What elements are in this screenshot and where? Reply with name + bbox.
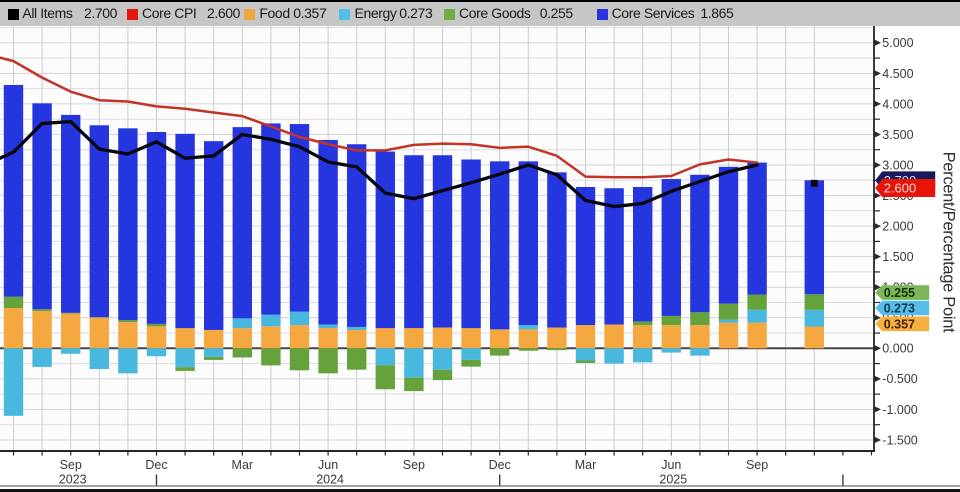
svg-text:2.600: 2.600 [884,181,917,196]
svg-text:2025: 2025 [659,473,687,487]
svg-text:Sep: Sep [60,458,82,472]
svg-text:3.000: 3.000 [882,158,913,172]
svg-text:Sep: Sep [403,458,425,472]
svg-text:5.000: 5.000 [882,36,913,50]
svg-text:Jun: Jun [318,458,338,472]
svg-text:Percent/Percentage Point: Percent/Percentage Point [940,152,958,334]
svg-text:0.273: 0.273 [884,302,915,316]
svg-text:-1.500: -1.500 [882,433,917,447]
svg-text:4.000: 4.000 [882,97,913,111]
svg-text:0.357: 0.357 [884,317,915,331]
svg-text:3.500: 3.500 [882,128,913,142]
svg-text:4.500: 4.500 [882,67,913,81]
svg-text:Mar: Mar [232,458,254,472]
svg-text:1.500: 1.500 [882,250,913,264]
svg-text:-0.500: -0.500 [882,372,917,386]
svg-text:2023: 2023 [59,473,87,487]
svg-text:Dec: Dec [145,458,167,472]
svg-text:Mar: Mar [575,458,597,472]
svg-text:0.255: 0.255 [884,286,915,300]
svg-text:2.000: 2.000 [882,220,913,234]
svg-text:Jun: Jun [661,458,681,472]
svg-text:Dec: Dec [489,458,511,472]
svg-text:0.000: 0.000 [882,342,913,356]
svg-text:Sep: Sep [746,458,768,472]
svg-text:-1.000: -1.000 [882,403,917,417]
svg-text:2024: 2024 [316,473,344,487]
